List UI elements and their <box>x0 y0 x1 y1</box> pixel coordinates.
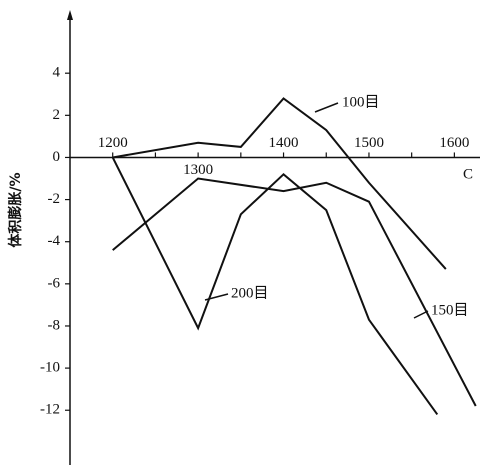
x-tick-label: 1400 <box>269 135 299 151</box>
series-line <box>112 97 447 270</box>
y-tick-label: -8 <box>48 317 61 333</box>
y-tick-label: -6 <box>48 275 61 291</box>
y-tick-label: -2 <box>48 191 61 207</box>
y-tick-label: -4 <box>48 233 61 249</box>
series-label: 100目 <box>342 94 380 110</box>
y-tick-label: -10 <box>40 360 60 376</box>
x-axis-label: C <box>463 166 473 182</box>
x-tick-label: 1600 <box>439 135 469 151</box>
series-label-leader <box>204 293 229 301</box>
x-tick-label: 1200 <box>98 135 128 151</box>
series-line <box>112 177 477 407</box>
series-label-leader <box>314 102 339 113</box>
series-line <box>111 157 439 416</box>
y-tick-label: -12 <box>40 402 60 418</box>
x-tick-label: 1300 <box>183 162 213 178</box>
series-label-leader <box>413 310 429 319</box>
series-label: 150目 <box>431 302 469 318</box>
y-tick-label: 4 <box>53 65 61 81</box>
y-tick-label: 2 <box>53 107 61 123</box>
y-axis-label: 体积膨胀/% <box>7 172 24 247</box>
series-label: 200目 <box>231 285 269 301</box>
y-tick-label: 0 <box>53 149 61 165</box>
y-axis-arrow <box>67 10 73 20</box>
x-tick-label: 1500 <box>354 135 384 151</box>
